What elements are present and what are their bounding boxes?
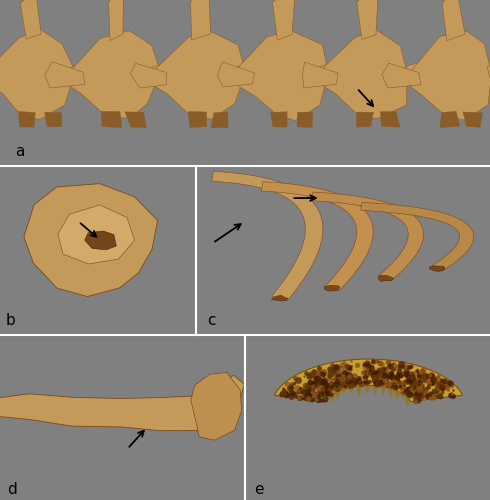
- Polygon shape: [20, 0, 41, 39]
- Polygon shape: [188, 112, 207, 128]
- Polygon shape: [144, 30, 245, 120]
- Polygon shape: [394, 391, 400, 401]
- Ellipse shape: [183, 422, 193, 424]
- Ellipse shape: [161, 424, 166, 427]
- Polygon shape: [406, 59, 435, 83]
- Ellipse shape: [170, 423, 175, 425]
- Polygon shape: [85, 231, 116, 250]
- Polygon shape: [312, 29, 407, 118]
- Polygon shape: [400, 394, 406, 398]
- Polygon shape: [261, 182, 373, 290]
- Ellipse shape: [153, 425, 161, 427]
- Polygon shape: [440, 112, 460, 128]
- Polygon shape: [302, 62, 338, 88]
- Polygon shape: [319, 59, 346, 83]
- Polygon shape: [151, 60, 181, 82]
- Ellipse shape: [188, 423, 198, 426]
- Polygon shape: [356, 386, 362, 398]
- Polygon shape: [270, 112, 287, 127]
- Polygon shape: [125, 112, 146, 128]
- Ellipse shape: [142, 426, 147, 429]
- Ellipse shape: [161, 428, 167, 431]
- Text: e: e: [254, 482, 264, 498]
- Ellipse shape: [189, 424, 199, 428]
- Polygon shape: [357, 0, 378, 40]
- Polygon shape: [271, 295, 288, 301]
- Polygon shape: [382, 63, 421, 88]
- Polygon shape: [403, 31, 490, 120]
- Polygon shape: [211, 112, 228, 128]
- Polygon shape: [272, 0, 294, 40]
- Polygon shape: [335, 392, 341, 400]
- Ellipse shape: [196, 424, 206, 428]
- Polygon shape: [429, 266, 445, 272]
- Ellipse shape: [144, 427, 155, 428]
- Polygon shape: [348, 388, 354, 394]
- Polygon shape: [341, 389, 347, 394]
- Polygon shape: [274, 359, 463, 402]
- Polygon shape: [67, 59, 96, 82]
- Polygon shape: [227, 30, 328, 120]
- Polygon shape: [487, 60, 490, 82]
- Polygon shape: [130, 64, 167, 88]
- Polygon shape: [0, 375, 245, 430]
- Polygon shape: [297, 112, 313, 128]
- Ellipse shape: [147, 428, 154, 430]
- Polygon shape: [311, 192, 423, 280]
- Polygon shape: [191, 0, 211, 40]
- Ellipse shape: [196, 426, 206, 430]
- Polygon shape: [45, 62, 85, 88]
- Polygon shape: [58, 205, 135, 264]
- Polygon shape: [357, 112, 373, 127]
- Ellipse shape: [188, 428, 196, 432]
- Polygon shape: [218, 62, 254, 87]
- Polygon shape: [19, 112, 35, 127]
- Polygon shape: [191, 372, 242, 440]
- Polygon shape: [24, 184, 158, 296]
- Polygon shape: [372, 386, 378, 395]
- Polygon shape: [45, 112, 62, 127]
- Ellipse shape: [193, 428, 198, 430]
- Polygon shape: [388, 388, 393, 400]
- Text: d: d: [7, 482, 17, 498]
- Polygon shape: [378, 276, 393, 281]
- Polygon shape: [0, 29, 75, 120]
- Text: a: a: [15, 144, 24, 160]
- Polygon shape: [324, 286, 340, 291]
- Ellipse shape: [171, 427, 177, 430]
- Polygon shape: [101, 112, 122, 128]
- Polygon shape: [361, 202, 474, 271]
- Polygon shape: [380, 112, 400, 127]
- Ellipse shape: [199, 427, 210, 431]
- Polygon shape: [212, 172, 323, 300]
- Text: c: c: [207, 314, 215, 328]
- Polygon shape: [405, 398, 411, 407]
- Polygon shape: [235, 58, 265, 83]
- Polygon shape: [62, 30, 160, 118]
- Ellipse shape: [147, 423, 154, 426]
- Ellipse shape: [209, 419, 218, 422]
- Polygon shape: [329, 395, 335, 403]
- Polygon shape: [108, 0, 123, 40]
- Polygon shape: [380, 387, 386, 395]
- Polygon shape: [442, 0, 465, 41]
- Polygon shape: [364, 386, 370, 395]
- Text: b: b: [6, 314, 16, 328]
- Polygon shape: [463, 112, 483, 128]
